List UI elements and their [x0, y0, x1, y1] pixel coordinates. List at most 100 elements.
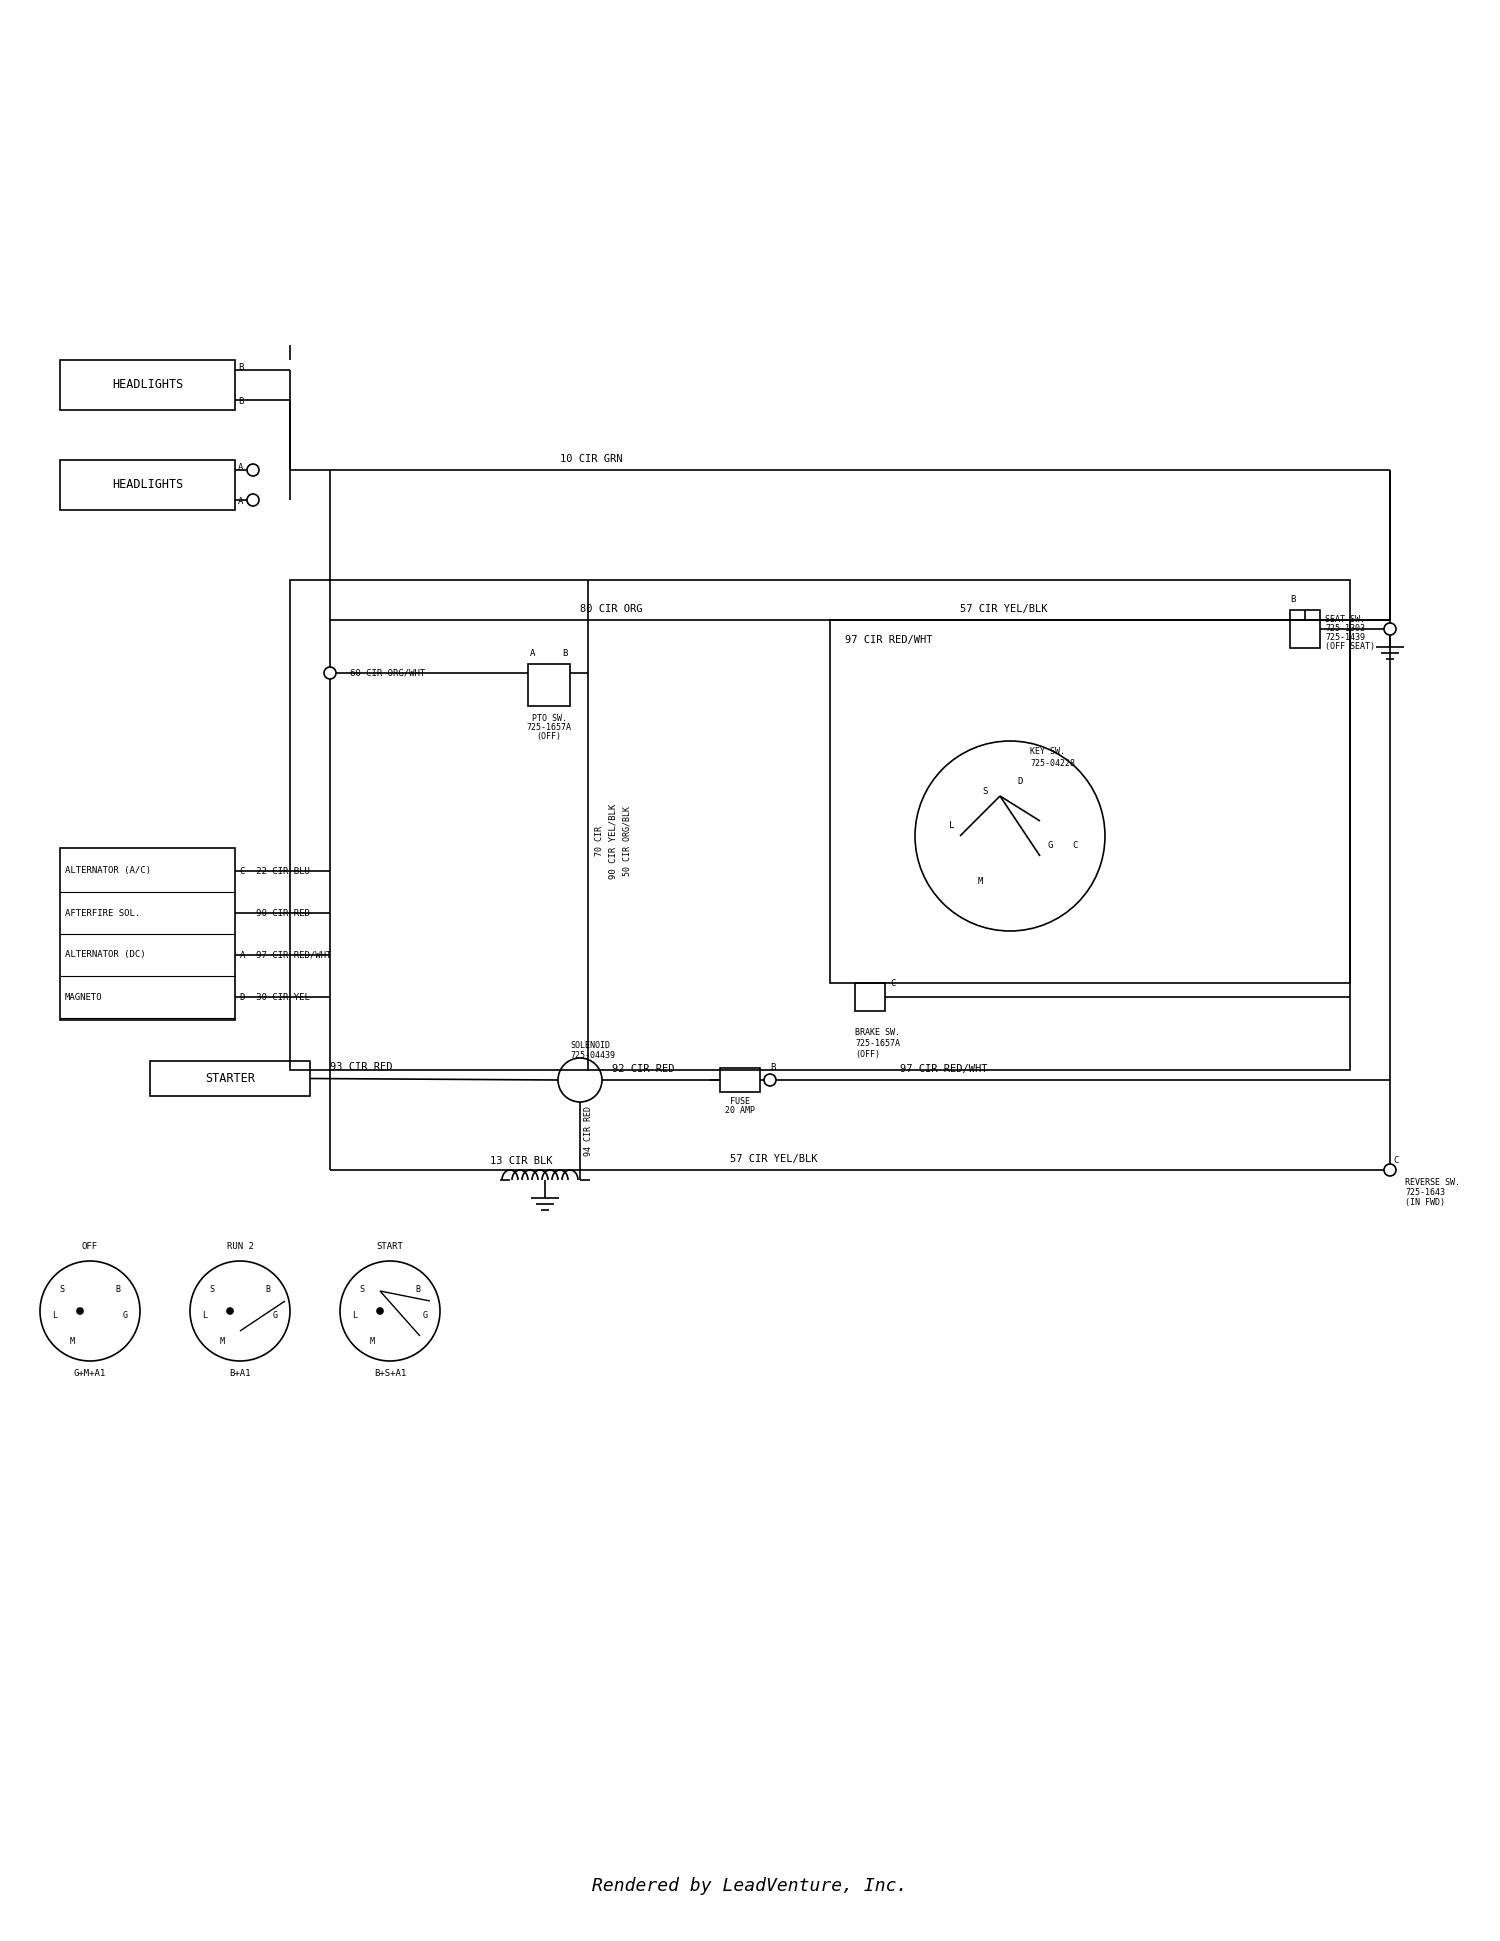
Text: RUN 2: RUN 2 [226, 1242, 254, 1252]
Bar [60, 460, 236, 510]
Text: L: L [950, 821, 954, 831]
Text: REVERSE SW.: REVERSE SW. [1406, 1178, 1459, 1188]
Text: Rendered by LeadVenture, Inc.: Rendered by LeadVenture, Inc. [592, 1877, 908, 1894]
Text: B: B [238, 398, 243, 406]
Text: S: S [60, 1285, 64, 1293]
Bar [720, 1068, 760, 1093]
Text: HEADLIGHTS: HEADLIGHTS [112, 378, 183, 392]
Text: C  22 CIR BLU: C 22 CIR BLU [240, 866, 310, 875]
Text: C: C [890, 978, 896, 988]
Text: M: M [978, 877, 982, 885]
Text: 50 CIR ORG/BLK: 50 CIR ORG/BLK [622, 806, 632, 875]
Bar [60, 359, 236, 410]
Bar [290, 580, 1350, 1069]
Circle shape [248, 464, 259, 476]
Circle shape [226, 1308, 232, 1314]
Text: M: M [219, 1337, 225, 1345]
Text: A: A [238, 497, 243, 507]
Text: 725-1657A: 725-1657A [526, 722, 572, 732]
Text: FUSE: FUSE [730, 1097, 750, 1106]
Text: 92 CIR RED: 92 CIR RED [612, 1064, 675, 1073]
Text: 725-04228: 725-04228 [1030, 759, 1075, 769]
Text: 97 CIR RED/WHT: 97 CIR RED/WHT [844, 635, 933, 644]
Circle shape [324, 668, 336, 679]
Text: B: B [770, 1064, 776, 1071]
Text: D: D [1017, 776, 1023, 786]
Text: (OFF): (OFF) [537, 732, 561, 741]
Text: KEY SW.: KEY SW. [1030, 747, 1065, 755]
Bar [855, 982, 885, 1011]
Text: B: B [1290, 596, 1296, 604]
Text: START: START [376, 1242, 404, 1252]
Text: B+S+A1: B+S+A1 [374, 1368, 406, 1378]
Text: 725-04439: 725-04439 [570, 1050, 615, 1060]
Text: S: S [210, 1285, 214, 1293]
Text: (IN FWD): (IN FWD) [1406, 1198, 1444, 1207]
Text: A: A [531, 648, 536, 658]
Bar [528, 664, 570, 707]
Text: S: S [982, 786, 987, 796]
Text: 13 CIR BLK: 13 CIR BLK [490, 1157, 552, 1167]
Text: 20 AMP: 20 AMP [724, 1106, 754, 1114]
Text: 725-1657A: 725-1657A [855, 1038, 900, 1048]
Text: AFTERFIRE SOL.: AFTERFIRE SOL. [64, 908, 141, 918]
Text: B: B [116, 1285, 120, 1293]
Text: L: L [202, 1312, 207, 1320]
Text: B+A1: B+A1 [230, 1368, 251, 1378]
Text: G: G [423, 1312, 427, 1320]
Text: S: S [360, 1285, 364, 1293]
Bar [1290, 609, 1320, 648]
Text: PTO SW.: PTO SW. [531, 714, 567, 722]
Bar [830, 619, 1350, 982]
Text: 90 CIR RED: 90 CIR RED [240, 908, 310, 918]
Circle shape [76, 1308, 82, 1314]
Text: MAGNETO: MAGNETO [64, 992, 102, 1002]
Text: B: B [266, 1285, 270, 1293]
Text: (OFF SEAT): (OFF SEAT) [1324, 642, 1376, 650]
Text: G+M+A1: G+M+A1 [74, 1368, 106, 1378]
Text: SOLENOID: SOLENOID [570, 1040, 610, 1050]
Text: L: L [352, 1312, 357, 1320]
Text: 90 CIR YEL/BLK: 90 CIR YEL/BLK [608, 804, 616, 879]
Circle shape [248, 495, 259, 507]
Text: ALTERNATOR (A/C): ALTERNATOR (A/C) [64, 866, 152, 875]
Text: 94 CIR RED: 94 CIR RED [584, 1106, 592, 1157]
Bar [60, 848, 236, 1021]
Text: D  30 CIR YEL: D 30 CIR YEL [240, 992, 310, 1002]
Text: (OFF): (OFF) [855, 1050, 880, 1060]
Text: 70 CIR: 70 CIR [596, 827, 604, 856]
Circle shape [1384, 1165, 1396, 1176]
Text: STARTER: STARTER [206, 1071, 255, 1085]
Text: BRAKE SW.: BRAKE SW. [855, 1029, 900, 1036]
Text: 93 CIR RED: 93 CIR RED [330, 1062, 393, 1073]
Circle shape [764, 1073, 776, 1087]
Circle shape [1384, 623, 1396, 635]
Text: L: L [53, 1312, 57, 1320]
Text: SEAT SW.: SEAT SW. [1324, 615, 1365, 623]
Text: HEADLIGHTS: HEADLIGHTS [112, 479, 183, 491]
Text: C: C [1072, 842, 1077, 850]
Text: G: G [123, 1312, 128, 1320]
Text: 57 CIR YEL/BLK: 57 CIR YEL/BLK [960, 604, 1047, 613]
Text: 725-1439: 725-1439 [1324, 633, 1365, 642]
Text: 80 CIR ORG: 80 CIR ORG [580, 604, 642, 613]
Circle shape [376, 1308, 382, 1314]
Text: 60 CIR ORG/WHT: 60 CIR ORG/WHT [350, 668, 426, 677]
Text: 725-1643: 725-1643 [1406, 1188, 1444, 1198]
Text: C: C [1394, 1157, 1398, 1165]
Text: B: B [562, 648, 567, 658]
Text: ALTERNATOR (DC): ALTERNATOR (DC) [64, 951, 146, 959]
Text: 57 CIR YEL/BLK: 57 CIR YEL/BLK [730, 1155, 818, 1165]
Text: 725-1303: 725-1303 [1324, 623, 1365, 633]
Text: G: G [273, 1312, 278, 1320]
Text: M: M [69, 1337, 75, 1345]
Text: A: A [238, 464, 243, 472]
Text: M: M [369, 1337, 375, 1345]
Text: B: B [238, 363, 243, 373]
Text: 10 CIR GRN: 10 CIR GRN [560, 454, 622, 464]
Text: A  97 CIR RED/WHT: A 97 CIR RED/WHT [240, 951, 332, 959]
Bar [150, 1062, 310, 1097]
Text: 97 CIR RED/WHT: 97 CIR RED/WHT [900, 1064, 987, 1073]
Text: G: G [1047, 842, 1053, 850]
Text: B: B [416, 1285, 420, 1293]
